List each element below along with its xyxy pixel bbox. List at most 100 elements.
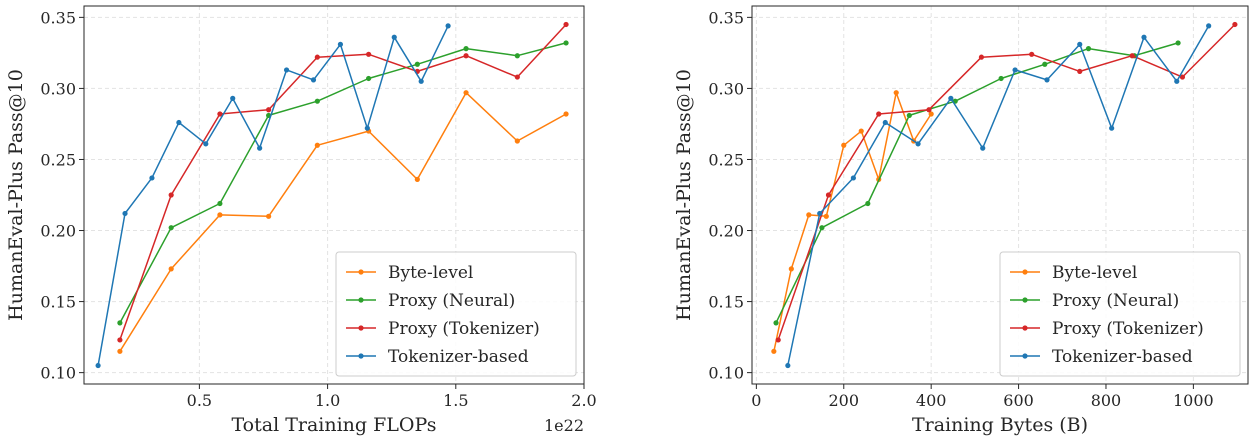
data-point (230, 95, 236, 101)
data-point (463, 46, 469, 52)
legend-box (335, 251, 577, 377)
bytes-chart: 0 200 400 600 800 1000 0.10 0.15 0.20 0.25 0.30 0.3… (673, 5, 1249, 436)
data-point (858, 128, 864, 134)
data-point (1175, 40, 1181, 46)
data-point (117, 337, 123, 343)
data-point (1141, 34, 1147, 40)
data-point (257, 145, 263, 151)
x-tick-label: 600 (1003, 391, 1034, 410)
data-point (841, 142, 847, 148)
data-point (122, 210, 128, 217)
data-point (217, 111, 223, 117)
data-point (266, 213, 272, 219)
data-point (775, 337, 781, 343)
data-point (314, 142, 320, 148)
y-tick-label: 0.15 (40, 293, 76, 312)
data-point (168, 266, 174, 272)
x-offset-label: 1e22 (544, 416, 584, 435)
data-point (906, 112, 912, 119)
x-tick-label: 200 (828, 391, 859, 410)
series-line (787, 25, 1210, 366)
legend-swatch-marker (358, 353, 364, 359)
series-proxy-neural (773, 40, 1181, 326)
legend-swatch-marker (1022, 325, 1028, 331)
y-tick-label: 0.20 (40, 222, 76, 241)
legend-swatch-marker (358, 297, 364, 303)
data-point (1077, 41, 1083, 47)
data-point (266, 107, 272, 113)
data-point (806, 212, 812, 218)
data-point (948, 95, 954, 101)
data-point (514, 53, 520, 59)
data-point (788, 266, 794, 272)
data-point (773, 320, 779, 326)
x-tick-label: 800 (1091, 391, 1122, 410)
data-point (418, 78, 424, 84)
legend-label: Tokenizer-based (1052, 347, 1193, 367)
data-point (1206, 23, 1212, 29)
legend: Byte-level Proxy (Neural) Proxy (Tokenizer… (999, 251, 1241, 377)
series-line (775, 42, 1179, 324)
data-point (283, 67, 290, 73)
y-tick-label: 0.25 (708, 150, 744, 169)
data-point (771, 348, 777, 354)
series-byte-level (771, 90, 934, 354)
series-proxy-neural (117, 40, 569, 326)
legend-label: Proxy (Tokenizer) (388, 319, 540, 339)
data-point (1174, 78, 1180, 84)
data-point (785, 362, 791, 369)
x-tick-label: 400 (916, 391, 947, 410)
legend-box (999, 251, 1241, 377)
legend-label: Proxy (Neural) (388, 291, 515, 311)
data-point (95, 362, 101, 369)
data-point (563, 111, 569, 117)
legend-swatch-marker (1022, 297, 1028, 303)
series-line (97, 25, 449, 366)
data-point (1044, 77, 1050, 83)
data-point (149, 175, 155, 181)
plot-frame (751, 5, 1249, 385)
data-point (168, 192, 174, 198)
legend-swatch-marker (1022, 353, 1028, 359)
data-point (1042, 61, 1048, 67)
data-point (817, 210, 823, 217)
data-point (978, 54, 985, 60)
x-axis-label: Total Training FLOPs (231, 414, 436, 436)
data-point (1085, 46, 1092, 52)
data-point (117, 348, 123, 354)
plot-frame (83, 5, 585, 385)
x-tick-label: 1.0 (315, 391, 340, 410)
data-point (445, 23, 451, 29)
legend-swatch-marker (1022, 269, 1028, 275)
legend-label: Byte-level (1052, 263, 1137, 283)
data-point (366, 51, 372, 57)
data-point (314, 98, 320, 104)
x-tick-label: 1.5 (443, 391, 468, 410)
data-point (865, 200, 871, 207)
data-point (364, 125, 370, 131)
legend-swatch-marker (358, 269, 364, 275)
x-tick-label: 2.0 (571, 391, 596, 410)
data-point (1129, 53, 1135, 59)
data-point (1029, 51, 1035, 57)
y-tick-label: 0.30 (40, 79, 76, 98)
data-point (463, 90, 469, 96)
data-point (514, 138, 520, 144)
series-proxy-tokenizer (117, 21, 569, 343)
data-point (819, 225, 825, 231)
data-point (823, 213, 829, 219)
y-axis-label: HumanEval-Plus Pass@10 (5, 69, 27, 321)
data-point (1077, 68, 1083, 74)
data-point (915, 141, 921, 147)
data-point (463, 53, 469, 59)
data-point (176, 119, 182, 126)
data-point (314, 54, 320, 60)
x-tick-label: 0 (751, 391, 761, 410)
legend-label: Proxy (Neural) (1052, 291, 1179, 311)
y-tick-label: 0.10 (708, 364, 744, 383)
data-point (1232, 21, 1238, 28)
data-point (391, 34, 397, 40)
data-point (168, 225, 174, 231)
series-line (777, 23, 1236, 341)
